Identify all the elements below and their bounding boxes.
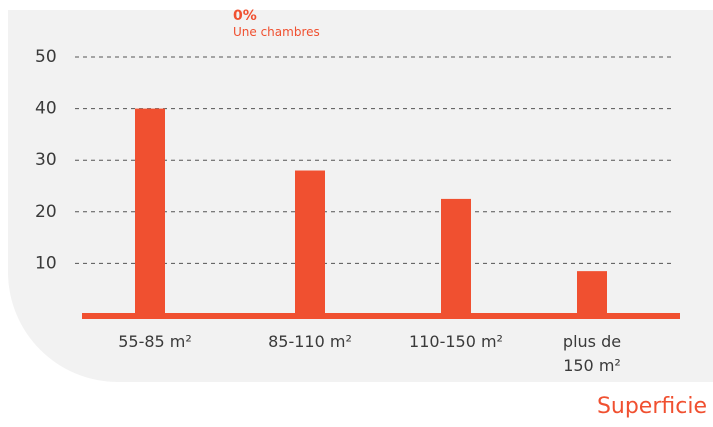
x-tick-label: 110-150 m² — [409, 332, 503, 351]
annotation-percent: 0% — [233, 8, 257, 24]
x-tick-label: 55-85 m² — [118, 332, 192, 351]
bar — [135, 108, 165, 315]
y-tick-label: 20 — [35, 202, 57, 222]
x-axis-title: Superficie — [596, 394, 707, 419]
y-tick-label: 40 — [35, 99, 57, 119]
y-tick-label: 10 — [35, 253, 57, 273]
bar — [577, 271, 607, 315]
chart-background — [8, 10, 713, 382]
x-tick-label: 85-110 m² — [268, 332, 352, 351]
x-axis-baseline — [82, 313, 680, 319]
y-tick-label: 50 — [35, 47, 57, 67]
y-tick-label: 30 — [35, 150, 57, 170]
x-tick-label: plus de 150 m² — [563, 332, 621, 375]
bar — [295, 170, 325, 315]
bar — [441, 198, 471, 315]
annotation-label: Une chambres — [233, 25, 320, 39]
